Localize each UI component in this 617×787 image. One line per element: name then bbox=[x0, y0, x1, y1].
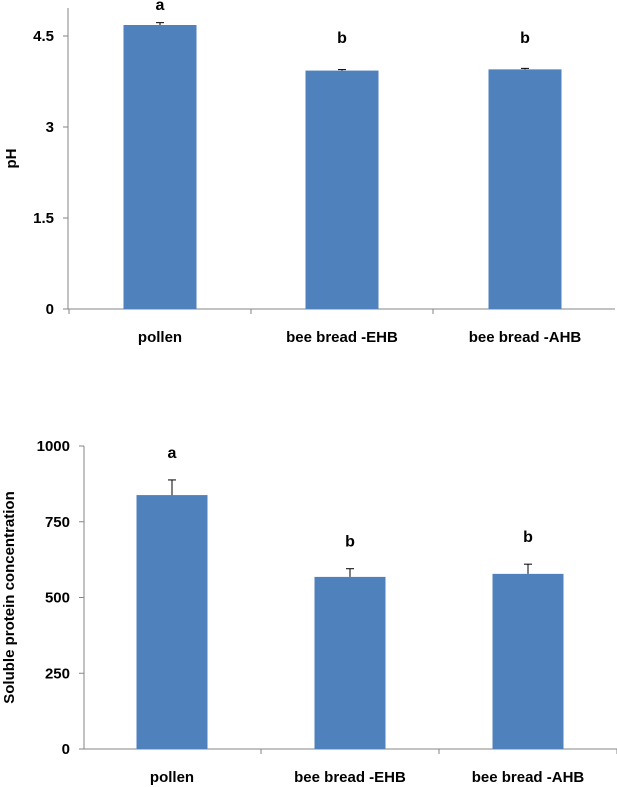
significance-label: b bbox=[523, 529, 533, 546]
chart-1: 0 1.5 3 4.5 a pollen b bee bread -EHB b bee bread… bbox=[3, 0, 615, 346]
y-tick-label: 250 bbox=[45, 665, 70, 682]
bar bbox=[136, 495, 208, 749]
significance-label: a bbox=[168, 445, 177, 462]
bar bbox=[488, 69, 562, 309]
x-category-label: pollen bbox=[138, 329, 182, 346]
y-axis-title: pH bbox=[3, 149, 20, 169]
y-tick-label: 0 bbox=[46, 301, 54, 318]
x-category-label: bee bread -AHB bbox=[472, 769, 585, 786]
significance-label: b bbox=[520, 30, 530, 47]
bar bbox=[314, 576, 386, 749]
x-category-label: bee bread -EHB bbox=[286, 329, 398, 346]
bar bbox=[305, 70, 379, 309]
significance-label: a bbox=[156, 0, 165, 14]
bar bbox=[123, 25, 197, 309]
y-tick-label: 750 bbox=[45, 514, 70, 531]
y-tick-label: 500 bbox=[45, 590, 70, 607]
y-axis-title: Soluble protein concentration bbox=[1, 491, 18, 704]
chart-2: 0 250 500 750 1000 a pollen b bee bread -EHB b bee… bbox=[1, 438, 617, 786]
x-category-label: pollen bbox=[150, 769, 194, 786]
y-tick-label: 1000 bbox=[37, 438, 70, 455]
x-category-label: bee bread -EHB bbox=[294, 769, 406, 786]
x-category-label: bee bread -AHB bbox=[469, 329, 582, 346]
bar bbox=[492, 573, 564, 749]
y-tick-label: 0 bbox=[62, 741, 70, 758]
y-tick-label: 1.5 bbox=[33, 210, 54, 227]
significance-label: b bbox=[337, 30, 347, 47]
y-tick-label: 3 bbox=[46, 119, 54, 136]
significance-label: b bbox=[345, 534, 355, 551]
y-tick-label: 4.5 bbox=[33, 28, 54, 45]
